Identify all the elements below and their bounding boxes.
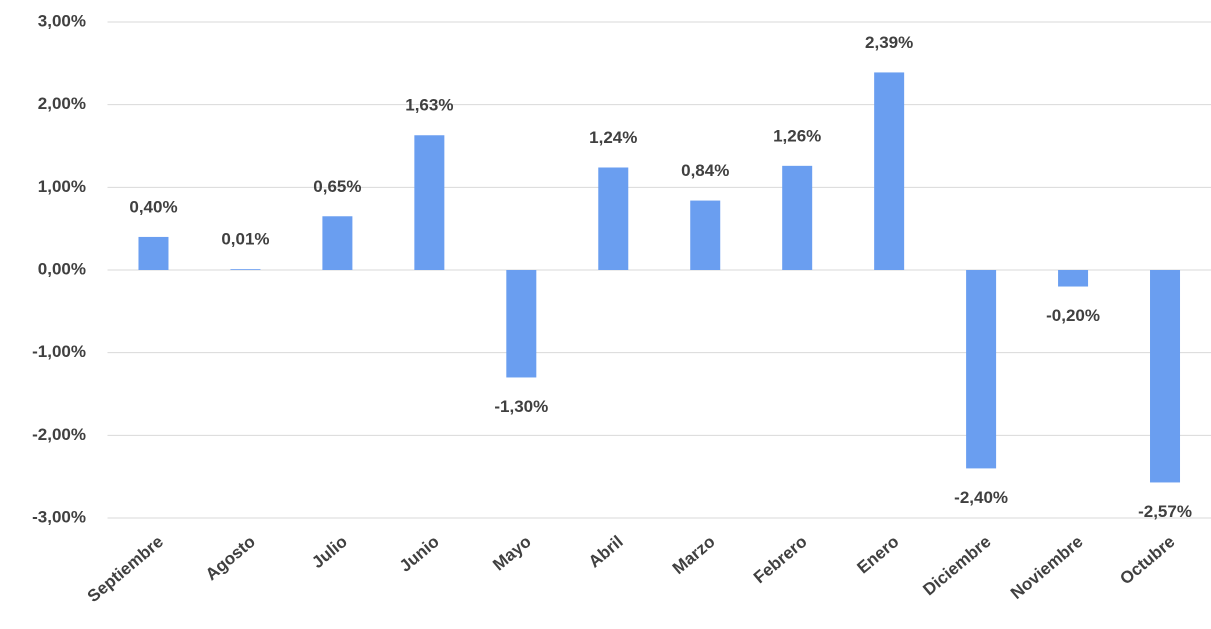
bar xyxy=(506,270,537,378)
x-tick-label: Julio xyxy=(308,532,351,572)
x-tick-label: Agosto xyxy=(202,532,259,584)
data-label: 1,26% xyxy=(773,126,821,145)
y-tick-label: 2,00% xyxy=(38,94,86,113)
bar xyxy=(966,270,997,469)
data-label: 0,40% xyxy=(129,197,177,216)
y-tick-label: 3,00% xyxy=(38,11,86,30)
data-label: -2,57% xyxy=(1138,502,1192,521)
bar xyxy=(598,167,629,270)
x-tick-label: Abril xyxy=(585,532,627,571)
x-tick-label: Mayo xyxy=(489,532,535,574)
data-label: 1,24% xyxy=(589,128,637,147)
bar xyxy=(322,216,353,270)
data-label: -0,20% xyxy=(1046,306,1100,325)
bar xyxy=(414,135,445,270)
x-tick-label: Junio xyxy=(396,532,443,576)
y-tick-label: -1,00% xyxy=(32,342,86,361)
bar xyxy=(230,269,261,270)
data-label: -1,30% xyxy=(494,397,548,416)
x-tick-label: Enero xyxy=(853,532,902,578)
data-label: 2,39% xyxy=(865,33,913,52)
x-tick-label: Octubre xyxy=(1116,532,1178,588)
y-tick-label: -3,00% xyxy=(32,507,86,526)
y-tick-label: -2,00% xyxy=(32,425,86,444)
bar xyxy=(690,200,721,270)
x-tick-label: Diciembre xyxy=(919,532,994,599)
y-tick-label: 1,00% xyxy=(38,177,86,196)
bar xyxy=(138,236,169,270)
bar xyxy=(1150,270,1181,483)
data-label: 1,63% xyxy=(405,96,453,115)
bar xyxy=(874,72,905,270)
data-label: 0,65% xyxy=(313,177,361,196)
data-label: 0,01% xyxy=(221,230,269,249)
data-label: -2,40% xyxy=(954,488,1008,507)
y-tick-label: 0,00% xyxy=(38,259,86,278)
x-tick-label: Marzo xyxy=(669,532,719,578)
x-tick-label: Febrero xyxy=(750,532,811,587)
data-label: 0,84% xyxy=(681,161,729,180)
bar xyxy=(782,165,813,270)
x-tick-label: Noviembre xyxy=(1007,532,1087,603)
x-tick-label: Septiembre xyxy=(84,532,167,606)
bar xyxy=(1058,270,1089,287)
